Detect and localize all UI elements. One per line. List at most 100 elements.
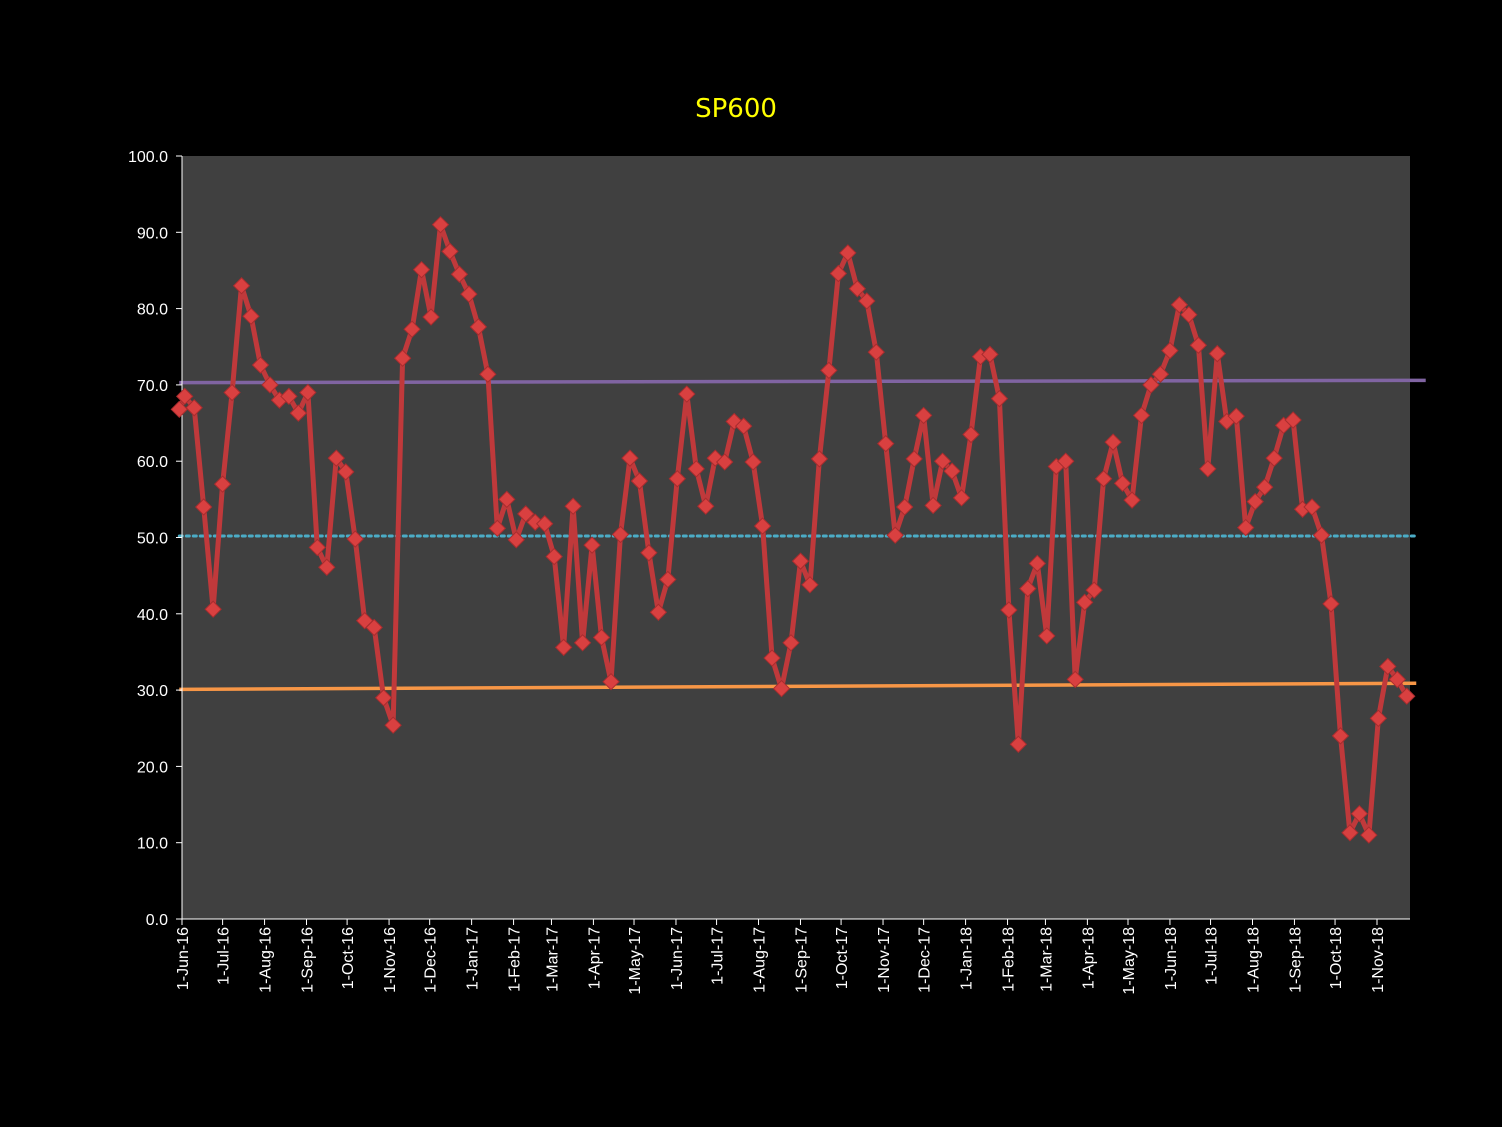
- data-point-marker: [1360, 826, 1378, 844]
- data-point-marker: [649, 603, 668, 621]
- data-point-marker: [763, 649, 781, 667]
- data-point-marker: [640, 544, 658, 562]
- x-tick-label: 1-May-18: [1121, 927, 1138, 995]
- series: [170, 215, 1416, 844]
- x-tick-label: 1-Jun-17: [669, 927, 686, 990]
- data-point-marker: [554, 638, 573, 657]
- data-point-marker: [1189, 336, 1208, 354]
- data-point-marker: [1341, 824, 1359, 842]
- reference-lines: [177, 378, 1426, 692]
- data-point-marker: [441, 242, 459, 261]
- data-point-marker: [517, 505, 535, 523]
- data-point-marker: [507, 531, 525, 549]
- data-point-marker: [393, 349, 412, 367]
- y-tick-label: 10.0: [137, 836, 168, 853]
- data-point-marker: [251, 356, 270, 374]
- data-point-marker: [583, 536, 601, 554]
- data-point-marker: [772, 679, 791, 698]
- data-point-marker: [1057, 452, 1075, 470]
- data-point-marker: [1331, 727, 1350, 745]
- y-tick-label: 40.0: [137, 607, 168, 624]
- data-point-marker: [1094, 470, 1113, 488]
- x-tick-label: 1-Aug-17: [752, 927, 769, 993]
- x-tick-label: 1-Jun-16: [175, 927, 192, 990]
- x-axis-ticks: 1-Jun-16 1-Jul-16 1-Aug-16 1-Sep-16 1-Oct-16…: [175, 919, 1387, 995]
- data-point-marker: [1009, 735, 1028, 753]
- x-tick-label: 1-Feb-17: [507, 927, 524, 992]
- x-tick-label: 1-Jan-17: [465, 927, 482, 990]
- data-point-marker: [280, 387, 298, 406]
- data-point-marker: [365, 618, 383, 637]
- data-point-marker: [886, 526, 904, 544]
- data-point-marker: [1066, 670, 1084, 689]
- data-point-marker: [801, 576, 819, 594]
- x-tick-label: 1-Jul-18: [1204, 927, 1221, 985]
- y-tick-label: 30.0: [137, 683, 168, 700]
- y-tick-label: 70.0: [137, 378, 168, 395]
- data-point-marker: [668, 470, 687, 488]
- y-tick-label: 0.0: [146, 912, 168, 929]
- data-point-marker: [1170, 296, 1189, 314]
- data-point-marker: [753, 517, 772, 535]
- data-point-marker: [867, 343, 885, 361]
- data-point-marker: [1379, 657, 1397, 676]
- data-point-marker: [374, 689, 393, 707]
- data-point-marker: [384, 716, 402, 734]
- data-point-marker: [564, 497, 582, 515]
- data-point-marker: [592, 628, 611, 647]
- data-point-marker: [791, 552, 810, 570]
- data-point-marker: [450, 265, 469, 283]
- data-point-marker: [1284, 411, 1302, 429]
- data-point-marker: [194, 498, 213, 516]
- x-tick-label: 1-Aug-16: [258, 927, 275, 993]
- data-point-marker: [479, 365, 497, 383]
- data-point-marker: [877, 434, 895, 453]
- data-point-marker: [170, 400, 189, 419]
- data-point-marker: [469, 318, 488, 336]
- x-tick-label: 1-Mar-17: [544, 927, 561, 992]
- x-tick-label: 1-Apr-17: [586, 927, 603, 989]
- data-point-marker: [213, 475, 232, 493]
- data-point-marker: [460, 285, 478, 303]
- data-point-marker: [630, 472, 649, 490]
- x-tick-label: 1-Dec-17: [917, 927, 934, 993]
- data-point-marker: [895, 498, 914, 516]
- data-point-marker: [858, 292, 876, 310]
- data-point-marker: [1075, 593, 1094, 612]
- y-axis-ticks: 0.0 10.0 20.0 30.0 40.0 50.0 60.0 70.0 80.0 90.0 1…: [128, 149, 182, 929]
- data-point-marker: [1369, 709, 1388, 728]
- data-point-marker: [403, 320, 421, 338]
- data-point-marker: [1132, 406, 1151, 425]
- data-point-marker: [318, 558, 336, 576]
- chart-title: SP600: [695, 94, 777, 124]
- data-point-marker: [327, 449, 345, 467]
- x-tick-label: 1-Jun-18: [1163, 927, 1180, 990]
- data-point-marker: [829, 264, 848, 283]
- data-point-marker: [914, 406, 933, 425]
- data-point-marker: [697, 497, 715, 515]
- data-point-marker: [412, 260, 431, 279]
- data-point-marker: [1161, 341, 1179, 360]
- data-point-marker: [299, 383, 317, 402]
- data-point-marker: [308, 538, 327, 557]
- x-tick-label: 1-Oct-16: [340, 927, 357, 989]
- y-tick-label: 20.0: [137, 759, 168, 776]
- data-point-marker: [1000, 601, 1018, 619]
- data-point-marker: [261, 376, 279, 394]
- data-point-marker: [687, 460, 705, 478]
- data-point-marker: [1151, 365, 1170, 383]
- data-point-marker: [744, 453, 762, 471]
- x-tick-label: 1-Oct-18: [1328, 927, 1345, 989]
- data-point-marker: [990, 389, 1009, 408]
- data-point-marker: [535, 515, 554, 533]
- data-point-marker: [1180, 305, 1198, 324]
- x-tick-label: 1-Jan-18: [959, 927, 976, 990]
- data-point-marker: [611, 525, 630, 544]
- data-point-marker: [734, 417, 753, 435]
- data-point-marker: [1246, 492, 1264, 511]
- data-point-marker: [1019, 579, 1037, 598]
- y-tick-label: 90.0: [137, 225, 168, 242]
- data-point-marker: [848, 280, 867, 298]
- data-point-marker: [175, 387, 194, 406]
